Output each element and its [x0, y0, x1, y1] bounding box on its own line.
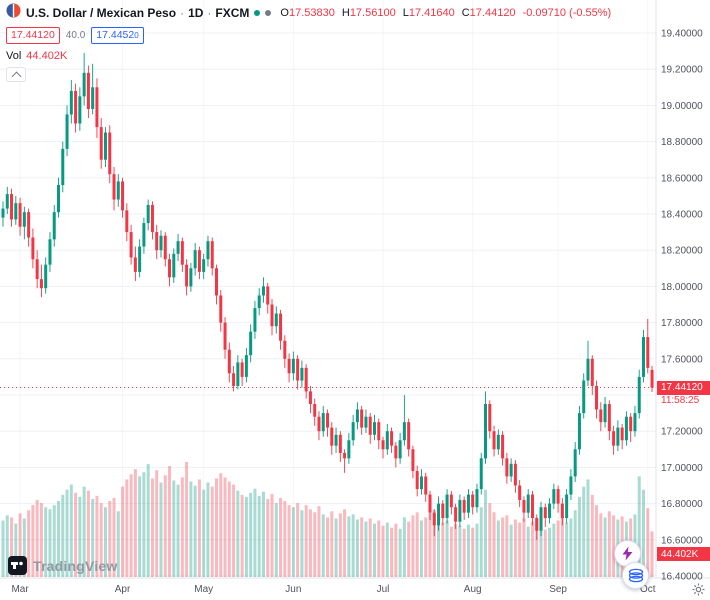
- symbol-row: U.S. Dollar / Mexican Peso · 1D · FXCM O…: [6, 3, 611, 23]
- ask-price-box[interactable]: 17.44520: [91, 27, 144, 44]
- svg-text:16.80000: 16.80000: [661, 499, 703, 510]
- change-value: -0.09710 (-0.55%): [522, 7, 612, 19]
- volume-indicator-legend: Vol 44.402K: [6, 50, 611, 62]
- svg-text:18.60000: 18.60000: [661, 173, 703, 184]
- svg-text:19.20000: 19.20000: [661, 65, 703, 76]
- collapse-pane-button[interactable]: [6, 67, 26, 82]
- svg-text:Jul: Jul: [377, 584, 390, 595]
- volume-label: Vol: [6, 50, 22, 62]
- tradingview-logo-mark-icon: [8, 556, 27, 575]
- open-value: 17.53830: [288, 7, 335, 19]
- svg-text:Sep: Sep: [549, 584, 567, 595]
- last-price-value: 17.44120: [657, 380, 710, 395]
- ask-fraction-digit: 0: [134, 31, 139, 40]
- chevron-up-icon: [11, 71, 21, 81]
- svg-text:19.00000: 19.00000: [661, 101, 703, 112]
- svg-text:Oct: Oct: [640, 584, 656, 595]
- ask-value: 17.4452: [96, 29, 135, 41]
- last-price-badge: 17.44120 11:58:25: [657, 380, 710, 407]
- svg-text:18.80000: 18.80000: [661, 137, 703, 148]
- separator-dot: ·: [180, 6, 185, 20]
- chart-legend: U.S. Dollar / Mexican Peso · 1D · FXCM O…: [6, 3, 611, 82]
- market-status-dot-icon[interactable]: [254, 10, 261, 16]
- svg-text:19.40000: 19.40000: [661, 29, 703, 40]
- bid-ask-row: 17.44120 40.0 17.44520: [6, 27, 611, 44]
- low-value: 17.41640: [408, 7, 455, 19]
- svg-text:Mar: Mar: [11, 584, 29, 595]
- more-options-dot-icon[interactable]: [265, 10, 272, 16]
- open-label: O: [280, 7, 289, 19]
- low-label: L: [402, 7, 409, 19]
- close-label: C: [461, 7, 470, 19]
- svg-text:18.40000: 18.40000: [661, 210, 703, 221]
- svg-text:18.20000: 18.20000: [661, 246, 703, 257]
- svg-text:17.60000: 17.60000: [661, 354, 703, 365]
- volume-axis-badge: 44.402K: [657, 547, 710, 561]
- svg-text:17.20000: 17.20000: [661, 427, 703, 438]
- tradingview-logo[interactable]: TradingView: [8, 556, 117, 575]
- svg-text:18.00000: 18.00000: [661, 282, 703, 293]
- layers-button[interactable]: [622, 562, 649, 589]
- layers-icon: [628, 568, 643, 583]
- high-label: H: [341, 7, 350, 19]
- close-value: 17.44120: [469, 7, 516, 19]
- svg-text:May: May: [194, 584, 213, 595]
- volume-value: 44.402K: [26, 50, 68, 62]
- currency-pair-flag-icon: [6, 3, 21, 23]
- lightning-icon: [622, 546, 633, 561]
- svg-text:17.00000: 17.00000: [661, 463, 703, 474]
- exchange-label: FXCM: [215, 6, 250, 20]
- bar-countdown: 11:58:25: [657, 394, 710, 407]
- separator-dot: ·: [207, 6, 212, 20]
- svg-text:Apr: Apr: [115, 584, 131, 595]
- svg-text:16.40000: 16.40000: [661, 572, 703, 583]
- svg-text:Jun: Jun: [285, 584, 301, 595]
- symbol-title-button[interactable]: U.S. Dollar / Mexican Peso · 1D · FXCM: [26, 6, 249, 20]
- svg-text:Aug: Aug: [464, 584, 482, 595]
- bid-price-box[interactable]: 17.44120: [6, 27, 60, 44]
- ohlc-readout: O 17.53830 H 17.56100 L 17.41640 C 17.44120 …: [280, 7, 611, 19]
- high-value: 17.56100: [349, 7, 396, 19]
- settings-gear-icon[interactable]: [692, 583, 705, 600]
- tradingview-logo-text: TradingView: [33, 557, 118, 574]
- svg-text:16.60000: 16.60000: [661, 535, 703, 546]
- spread-value: 40.0: [65, 30, 86, 41]
- svg-text:17.80000: 17.80000: [661, 318, 703, 329]
- symbol-name: U.S. Dollar / Mexican Peso: [26, 6, 177, 20]
- interval-label: 1D: [188, 6, 204, 20]
